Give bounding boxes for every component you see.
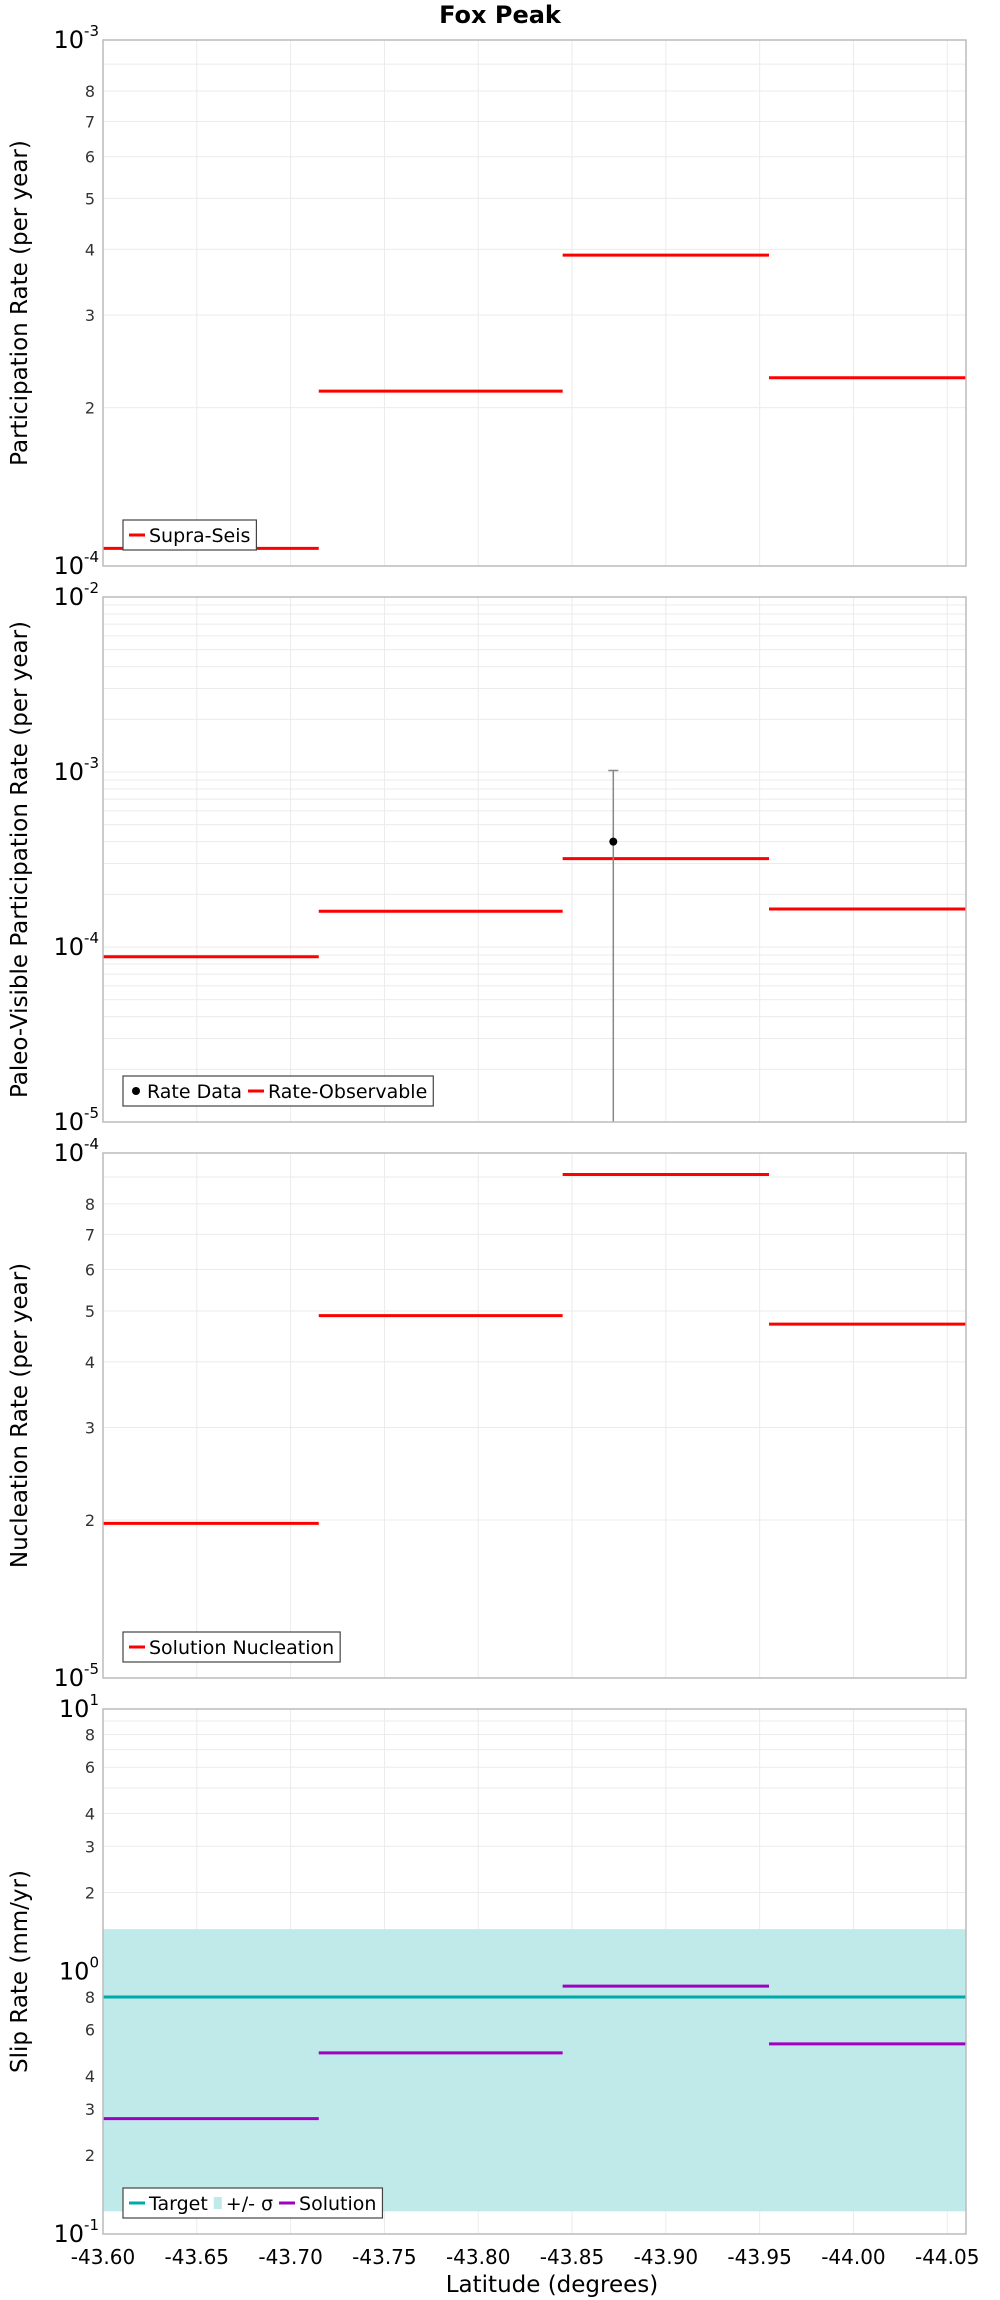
y-axis-label: Paleo-Visible Participation Rate (per ye… — [7, 621, 33, 1098]
legend-box — [122, 519, 258, 551]
y-minor-label: 3 — [85, 1837, 95, 1856]
y-minor-label: 2 — [85, 1883, 95, 1902]
plot-frame — [102, 39, 967, 567]
legend: Rate Data Rate-Observable — [122, 1075, 434, 1107]
legend-dot-swatch — [132, 1087, 140, 1095]
legend-label: Target — [148, 2193, 208, 2215]
x-axis-label: Latitude (degrees) — [446, 2272, 659, 2298]
y-axis-label: Slip Rate (mm/yr) — [7, 1870, 33, 2073]
x-tick-label: -43.85 — [540, 2245, 604, 2269]
y-minor-label: 8 — [85, 1725, 95, 1744]
y-tick-label: 10-3 — [53, 22, 99, 54]
panel-4: 10-1 100 101 2 3 4 6 8 2 3 4 6 8 Slip Rate (mm/yr) Tar… — [7, 1691, 979, 2269]
legend-label: Rate-Observable — [268, 1081, 427, 1103]
y-tick-label: 10-1 — [53, 2216, 99, 2248]
legend-label: +/- σ — [226, 2193, 273, 2215]
y-minor-label: 6 — [85, 148, 95, 167]
panel-2: 10-5 10-4 10-3 10-2 Paleo-Visible Participat… — [7, 579, 967, 1136]
y-minor-label: 8 — [85, 1195, 95, 1214]
x-tick-label: -43.90 — [634, 2245, 698, 2269]
legend: Target +/- σ Solution — [122, 2187, 384, 2219]
sigma-band — [103, 1929, 966, 2212]
y-tick-label: 100 — [59, 1954, 99, 1986]
x-tick-label: -43.70 — [258, 2245, 322, 2269]
y-minor-label: 4 — [85, 2067, 95, 2086]
y-tick-label: 10-4 — [53, 929, 99, 961]
y-minor-label: 5 — [85, 189, 95, 208]
y-minor-label: 2 — [85, 399, 95, 418]
legend: Supra-Seis — [122, 519, 258, 551]
panel-3: 10-5 10-4 2 3 4 5 6 7 8 Nucleation Rate (per year… — [7, 1135, 967, 1692]
y-tick-label: 10-3 — [53, 754, 99, 786]
y-minor-label: 4 — [85, 240, 95, 259]
legend-label: Supra-Seis — [149, 525, 250, 547]
y-tick-label: 10-4 — [53, 1135, 99, 1167]
y-minor-label: 4 — [85, 1353, 95, 1372]
y-axis-label: Participation Rate (per year) — [7, 140, 33, 466]
y-minor-label: 2 — [85, 1511, 95, 1530]
legend: Solution Nucleation — [122, 1631, 341, 1663]
y-minor-label: 8 — [85, 1988, 95, 2007]
x-tick-label: -43.75 — [352, 2245, 416, 2269]
y-minor-label: 7 — [85, 1225, 95, 1244]
x-tick-label: -43.95 — [727, 2245, 791, 2269]
y-minor-label: 4 — [85, 1804, 95, 1823]
y-minor-label: 6 — [85, 2021, 95, 2040]
legend-label: Solution Nucleation — [149, 1637, 334, 1659]
y-minor-label: 2 — [85, 2146, 95, 2165]
y-minor-label: 3 — [85, 306, 95, 325]
panel-1: 10-4 10-3 2 3 4 5 6 7 8 Participation Rate (per y… — [7, 22, 967, 580]
y-minor-label: 5 — [85, 1302, 95, 1321]
y-tick-label: 10-5 — [53, 1104, 99, 1136]
legend-box — [122, 1631, 341, 1663]
legend-label: Solution — [299, 2193, 376, 2215]
plot-frame — [102, 596, 967, 1123]
y-tick-label: 10-4 — [53, 548, 99, 580]
legend-band-swatch — [213, 2197, 222, 2209]
legend-label: Rate Data — [147, 1081, 242, 1103]
plot-frame — [102, 1708, 967, 2235]
y-tick-label: 10-2 — [53, 579, 99, 611]
y-minor-label: 8 — [85, 82, 95, 101]
legend-box — [122, 1075, 434, 1107]
y-minor-label: 3 — [85, 2100, 95, 2119]
rate-data-point — [609, 837, 618, 846]
y-axis-label: Nucleation Rate (per year) — [7, 1263, 33, 1568]
plot-frame — [102, 1152, 967, 1679]
x-tick-label: -44.05 — [915, 2245, 979, 2269]
legend-box — [122, 2187, 384, 2219]
x-tick-label: -43.60 — [71, 2245, 135, 2269]
y-tick-label: 101 — [59, 1691, 99, 1723]
x-tick-label: -43.65 — [165, 2245, 229, 2269]
y-minor-label: 6 — [85, 1260, 95, 1279]
y-tick-label: 10-5 — [53, 1660, 99, 1692]
x-tick-label: -44.00 — [821, 2245, 885, 2269]
x-tick-label: -43.80 — [446, 2245, 510, 2269]
chart-title: Fox Peak — [439, 1, 562, 29]
y-minor-label: 3 — [85, 1419, 95, 1438]
y-minor-label: 7 — [85, 112, 95, 131]
y-minor-label: 6 — [85, 1758, 95, 1777]
